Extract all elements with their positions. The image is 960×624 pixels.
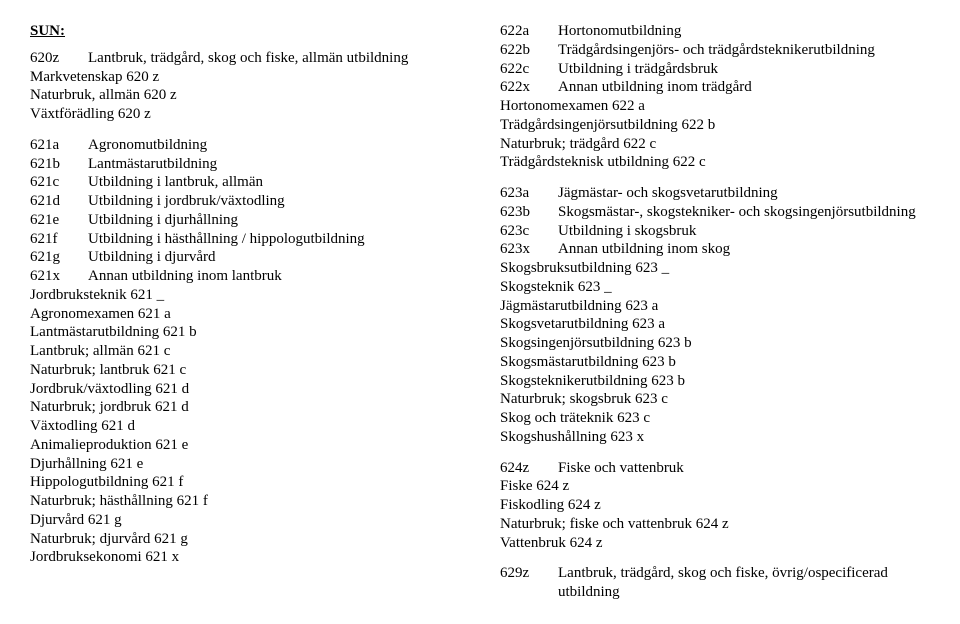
code-row: 621eUtbildning i djurhållning [30,211,460,230]
code: 621d [30,192,88,211]
code-row: 621aAgronomutbildning [30,136,460,155]
code: 621e [30,211,88,230]
code-row: 621dUtbildning i jordbruk/växtodling [30,192,460,211]
text-line: Animalieproduktion 621 e [30,436,460,455]
text-line: Naturbruk; fiske och vattenbruk 624 z [500,515,930,534]
label: Lantmästarutbildning [88,155,460,174]
code: 621g [30,248,88,267]
label: Utbildning i skogsbruk [558,222,930,241]
code: 621b [30,155,88,174]
label: Utbildning i trädgårdsbruk [558,60,930,79]
code: 624z [500,459,558,478]
text-line: Skogsteknikerutbildning 623 b [500,372,930,391]
label: Utbildning i hästhållning / hippologutbi… [88,230,460,249]
label: Utbildning i djurhållning [88,211,460,230]
left-column: SUN: 620zLantbruk, trädgård, skog och fi… [30,22,460,602]
code: 623b [500,203,558,222]
label: Agronomutbildning [88,136,460,155]
text-line: Djurhållning 621 e [30,455,460,474]
code-row: 620zLantbruk, trädgård, skog och fiske, … [30,49,460,68]
text-line: Naturbruk; djurvård 621 g [30,530,460,549]
right-column: 622aHortonomutbildning 622bTrädgårdsinge… [500,22,930,602]
code-row: 622xAnnan utbildning inom trädgård [500,78,930,97]
code: 621f [30,230,88,249]
label: Fiske och vattenbruk [558,459,930,478]
text-line: Fiske 624 z [500,477,930,496]
code: 622a [500,22,558,41]
code: 621a [30,136,88,155]
text-line: Jordbruksekonomi 621 x [30,548,460,567]
text-line: Trädgårdsteknisk utbildning 622 c [500,153,930,172]
label: Lantbruk, trädgård, skog och fiske, övri… [558,564,930,602]
text-line: Naturbruk; trädgård 622 c [500,135,930,154]
code: 621x [30,267,88,286]
label: Lantbruk, trädgård, skog och fiske, allm… [88,49,460,68]
text-line: Lantmästarutbildning 621 b [30,323,460,342]
code-row: 621xAnnan utbildning inom lantbruk [30,267,460,286]
code: 622b [500,41,558,60]
text-line: Agronomexamen 621 a [30,305,460,324]
text-line: Naturbruk; skogsbruk 623 c [500,390,930,409]
code-row: 623bSkogsmästar-, skogstekniker- och sko… [500,203,930,222]
label: Trädgårdsingenjörs- och trädgårdsteknike… [558,41,930,60]
label: Annan utbildning inom lantbruk [88,267,460,286]
label: Annan utbildning inom trädgård [558,78,930,97]
label: Jägmästar- och skogsvetarutbildning [558,184,930,203]
label: Utbildning i jordbruk/växtodling [88,192,460,211]
code: 629z [500,564,558,602]
text-line: Växtförädling 620 z [30,105,460,124]
text-line: Vattenbruk 624 z [500,534,930,553]
text-line: Lantbruk; allmän 621 c [30,342,460,361]
code-row: 621gUtbildning i djurvård [30,248,460,267]
label: Utbildning i djurvård [88,248,460,267]
text-line: Skogsbruksutbildning 623 _ [500,259,930,278]
label: Hortonomutbildning [558,22,930,41]
text-line: Djurvård 621 g [30,511,460,530]
text-line: Hippologutbildning 621 f [30,473,460,492]
text-line: Skogsteknik 623 _ [500,278,930,297]
code-row: 622cUtbildning i trädgårdsbruk [500,60,930,79]
document-columns: SUN: 620zLantbruk, trädgård, skog och fi… [30,22,930,602]
code-row: 621fUtbildning i hästhållning / hippolog… [30,230,460,249]
code: 623x [500,240,558,259]
code-row: 623cUtbildning i skogsbruk [500,222,930,241]
text-line: Naturbruk; jordbruk 621 d [30,398,460,417]
text-line: Växtodling 621 d [30,417,460,436]
label: Utbildning i lantbruk, allmän [88,173,460,192]
code-row: 624zFiske och vattenbruk [500,459,930,478]
text-line: Jordbruk/växtodling 621 d [30,380,460,399]
code-row: 623aJägmästar- och skogsvetarutbildning [500,184,930,203]
text-line: Skog och träteknik 623 c [500,409,930,428]
text-line: Markvetenskap 620 z [30,68,460,87]
code: 622x [500,78,558,97]
label: Annan utbildning inom skog [558,240,930,259]
code: 620z [30,49,88,68]
code-row: 621cUtbildning i lantbruk, allmän [30,173,460,192]
text-line: Skogshushållning 623 x [500,428,930,447]
code-row: 622bTrädgårdsingenjörs- och trädgårdstek… [500,41,930,60]
code-row: 621bLantmästarutbildning [30,155,460,174]
code-row: 629zLantbruk, trädgård, skog och fiske, … [500,564,930,602]
text-line: Fiskodling 624 z [500,496,930,515]
code: 621c [30,173,88,192]
text-line: Jordbruksteknik 621 _ [30,286,460,305]
code: 622c [500,60,558,79]
text-line: Trädgårdsingenjörsutbildning 622 b [500,116,930,135]
label: Skogsmästar-, skogstekniker- och skogsin… [558,203,930,222]
text-line: Naturbruk; lantbruk 621 c [30,361,460,380]
code-row: 622aHortonomutbildning [500,22,930,41]
text-line: Hortonomexamen 622 a [500,97,930,116]
code: 623a [500,184,558,203]
code: 623c [500,222,558,241]
text-line: Skogsvetarutbildning 623 a [500,315,930,334]
text-line: Naturbruk; hästhållning 621 f [30,492,460,511]
text-line: Skogsmästarutbildning 623 b [500,353,930,372]
text-line: Skogsingenjörsutbildning 623 b [500,334,930,353]
text-line: Jägmästarutbildning 623 a [500,297,930,316]
section-title: SUN: [30,22,460,41]
text-line: Naturbruk, allmän 620 z [30,86,460,105]
code-row: 623xAnnan utbildning inom skog [500,240,930,259]
